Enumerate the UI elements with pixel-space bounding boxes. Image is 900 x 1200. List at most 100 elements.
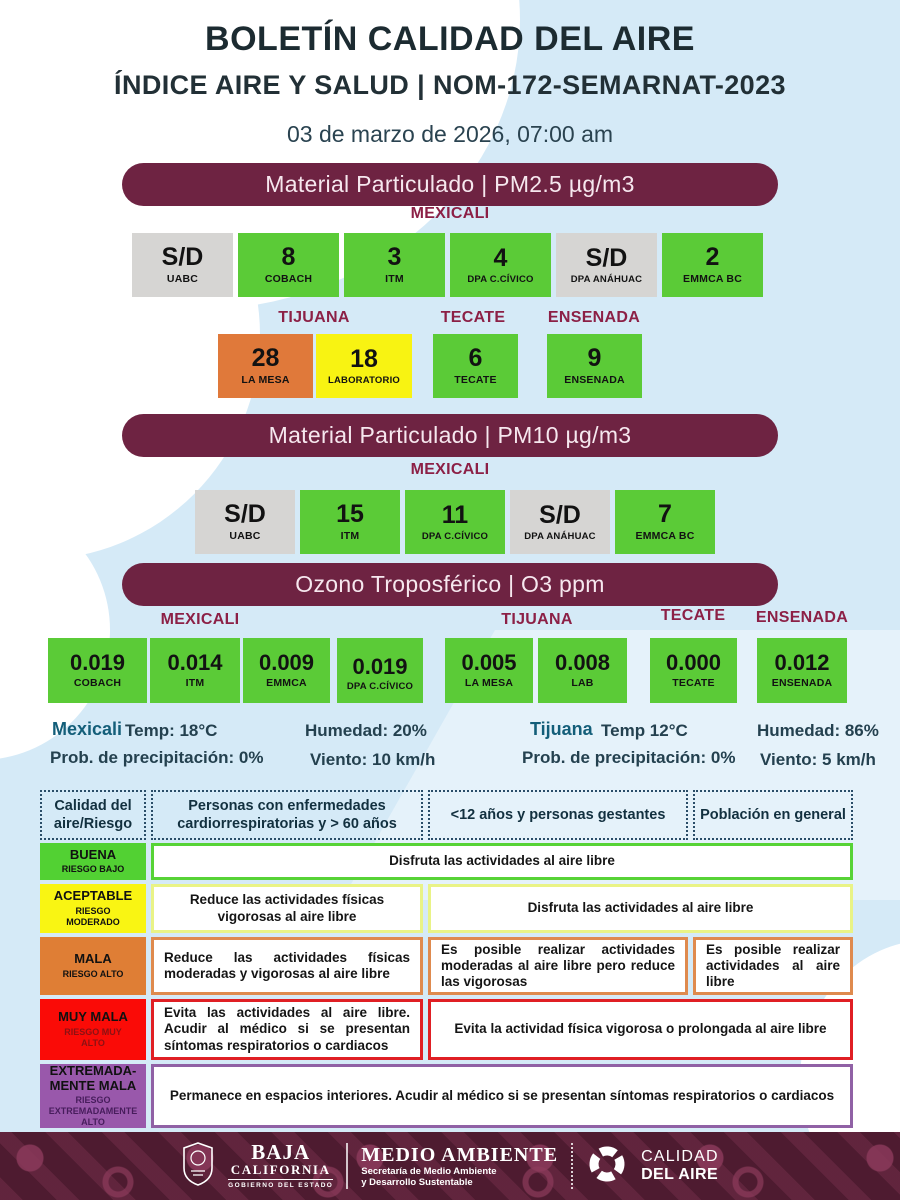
station-name: TECATE	[454, 374, 497, 386]
weather-precip: Prob. de precipitación: 0%	[522, 748, 736, 767]
station-card: 3 ITM	[344, 233, 445, 297]
page-subtitle: ÍNDICE AIRE Y SALUD | NOM-172-SEMARNAT-2…	[114, 70, 786, 100]
station-card: 0.000 TECATE	[650, 638, 737, 703]
risk-level: BUENA	[69, 846, 117, 862]
station-value: 7	[658, 500, 672, 528]
station-value: 8	[281, 243, 296, 271]
weather-wind: Viento: 5 km/h	[760, 750, 876, 769]
station-name: COBACH	[73, 677, 122, 689]
recommendation-cell: Disfruta las actividades al aire libre	[428, 884, 853, 933]
station-value: 0.008	[554, 650, 611, 675]
table-row-buena: BUENA RIESGO BAJO Disfruta las actividad…	[40, 843, 858, 880]
gov-subtitle: GOBIERNO DEL ESTADO	[228, 1182, 334, 1190]
station-card: 0.008 LAB	[538, 638, 627, 703]
header-general: Población en general	[693, 790, 853, 840]
weather-wind: Viento: 10 km/h	[310, 750, 436, 769]
recommendation-cell: Evita la actividad física vigorosa o pro…	[428, 999, 853, 1060]
recommendation-cell: Es posible realizar actividades al aire …	[693, 937, 853, 995]
station-value: S/D	[161, 243, 204, 271]
agency-subtitle-1: Secretaría de Medio Ambiente	[361, 1165, 497, 1177]
station-name: DPA ANÁHUAC	[570, 273, 643, 285]
station-name: LA MESA	[464, 677, 514, 689]
station-value: 0.009	[258, 650, 315, 675]
station-card: S/D DPA ANÁHUAC	[510, 490, 610, 554]
weather-precip: Prob. de precipitación: 0%	[50, 748, 264, 767]
station-name: ITM	[340, 530, 360, 542]
station-card: S/D UABC	[132, 233, 233, 297]
bulletin-datetime: 03 de marzo de 2026, 07:00 am	[286, 121, 614, 147]
footer-dotted-divider	[571, 1143, 574, 1189]
risk-sublabel: RIESGO BAJO	[61, 864, 125, 875]
station-card: 18 LABORATORIO	[316, 334, 412, 398]
risk-level: EXTREMADA-MENTE MALA	[49, 1063, 137, 1093]
risk-level-label: MALA RIESGO ALTO	[40, 937, 146, 995]
station-name: DPA C.CÍVICO	[346, 680, 414, 692]
station-name: EMMCA BC	[635, 530, 695, 542]
risk-level-label: MUY MALA RIESGO MUY ALTO	[40, 999, 146, 1060]
station-name: UABC	[166, 273, 199, 285]
station-value: S/D	[224, 500, 266, 528]
risk-level-label: ACEPTABLE RIESGO MODERADO	[40, 884, 146, 933]
gov-name-line2: CALIFORNIA	[228, 1163, 334, 1181]
station-name: EMMCA	[266, 677, 307, 689]
gov-name-line1: BAJA	[251, 1140, 311, 1165]
table-row-aceptable: ACEPTABLE RIESGO MODERADO Reduce las act…	[40, 884, 858, 933]
station-card: 9 ENSENADA	[547, 334, 642, 398]
station-name: EMMCA BC	[683, 273, 742, 285]
station-value: 4	[493, 243, 508, 272]
page-title: BOLETÍN CALIDAD DEL AIRE	[205, 20, 695, 58]
station-value: 0.014	[167, 650, 223, 675]
risk-level-label: BUENA RIESGO BAJO	[40, 843, 146, 880]
city-label-tijuana: TIJUANA	[278, 309, 350, 326]
station-name: UABC	[229, 530, 261, 542]
calidad-del-aire-logo-icon	[586, 1143, 628, 1190]
weather-humidity: Humedad: 20%	[305, 721, 427, 740]
risk-level: MALA	[74, 951, 112, 967]
city-label-tecate: TECATE	[660, 607, 726, 624]
brand-line2: DEL AIRE	[641, 1166, 719, 1183]
section-title-pm10: Material Particulado | PM10 µg/m3	[122, 414, 778, 457]
station-name: LABORATORIO	[327, 374, 401, 386]
station-value: 0.012	[774, 650, 830, 675]
station-card: 4 DPA C.CÍVICO	[450, 233, 551, 297]
recommendation-cell: Disfruta las actividades al aire libre	[151, 843, 853, 880]
city-label-ensenada: ENSENADA	[547, 309, 641, 326]
station-card: 15 ITM	[300, 490, 400, 554]
brand-logotype: CALIDAD DEL AIRE	[641, 1148, 719, 1184]
footer-content: BAJA CALIFORNIA GOBIERNO DEL ESTADO MEDI…	[0, 1132, 900, 1200]
city-label-mexicali: MEXICALI	[410, 205, 490, 222]
agency-subtitle-2: y Desarrollo Sustentable	[361, 1176, 473, 1188]
section-title-o3: Ozono Troposférico | O3 ppm	[122, 563, 778, 606]
recommendation-cell: Reduce las actividades físicas moderadas…	[151, 937, 423, 995]
station-card: 0.019 DPA C.CÍVICO	[337, 638, 423, 703]
risk-sublabel: RIESGO MODERADO	[66, 905, 120, 927]
station-value: 0.000	[665, 650, 722, 675]
station-card: 28 LA MESA	[218, 334, 313, 398]
station-value: 0.019	[69, 650, 126, 675]
coat-of-arms-icon	[181, 1141, 215, 1192]
station-card: 0.005 LA MESA	[445, 638, 533, 703]
risk-sublabel: RIESGO MUY ALTO	[64, 1026, 122, 1048]
station-name: ITM	[385, 273, 404, 285]
station-card: 6 TECATE	[433, 334, 518, 398]
station-card: 11 DPA C.CÍVICO	[405, 490, 505, 554]
risk-sublabel: RIESGO EXTREMADAMENTE ALTO	[48, 1095, 138, 1127]
station-value: S/D	[539, 500, 581, 529]
footer-divider	[346, 1143, 349, 1189]
government-logotype: BAJA CALIFORNIA GOBIERNO DEL ESTADO	[228, 1140, 334, 1190]
station-name: LA MESA	[241, 374, 290, 386]
risk-table: Calidad del aire/Riesgo Personas con enf…	[40, 790, 858, 1132]
table-row-muy-mala: MUY MALA RIESGO MUY ALTO Evita las activ…	[40, 999, 858, 1060]
weather-temp: Temp 12°C	[601, 721, 688, 740]
table-row-mala: MALA RIESGO ALTO Reduce las actividades …	[40, 937, 858, 995]
risk-level: MUY MALA	[58, 1009, 128, 1025]
recommendation-cell: Permanece en espacios interiores. Acudir…	[151, 1064, 853, 1128]
station-name: COBACH	[264, 273, 313, 285]
station-value: S/D	[585, 243, 628, 272]
station-card: 0.009 EMMCA	[243, 638, 330, 703]
risk-table-header: Calidad del aire/Riesgo Personas con enf…	[40, 790, 858, 840]
station-value: 6	[468, 344, 483, 372]
city-label-ensenada: ENSENADA	[755, 609, 849, 626]
station-value: 9	[587, 344, 602, 372]
